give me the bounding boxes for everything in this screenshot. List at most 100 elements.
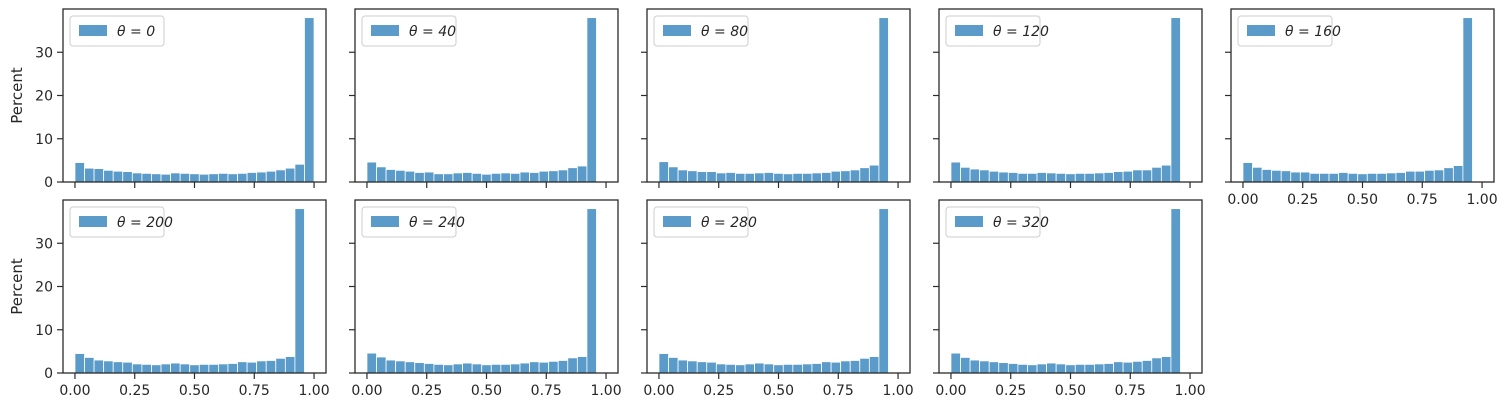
histogram-bar <box>151 173 162 183</box>
histogram-bar <box>1414 170 1426 183</box>
histogram-bar <box>677 169 689 183</box>
legend-label: θ = 280 <box>701 215 757 231</box>
histogram-bar <box>1122 170 1134 183</box>
x-tick-label: 0.50 <box>763 383 794 399</box>
x-tick-label: 0.75 <box>1407 192 1438 208</box>
histogram-bar <box>1027 172 1038 183</box>
histogram-bar <box>706 171 717 183</box>
histogram-bar <box>969 359 981 374</box>
histogram-bar <box>763 172 775 183</box>
histogram-bar <box>414 362 425 374</box>
histogram-bar <box>830 361 842 374</box>
histogram-bar <box>1151 166 1162 183</box>
x-tick-label: 0.75 <box>239 383 270 399</box>
x-tick-label: 0.25 <box>703 383 734 399</box>
x-tick-label: 1.00 <box>590 383 621 399</box>
legend-swatch <box>371 216 399 227</box>
histogram-bar <box>1338 172 1349 183</box>
y-tick-label: 0 <box>44 175 53 191</box>
histogram-bar <box>519 171 530 183</box>
histogram-bar <box>1299 171 1311 183</box>
legend-box <box>945 15 1041 47</box>
histogram-bar <box>567 357 578 374</box>
histogram-bar <box>840 170 851 183</box>
histogram-bar <box>821 172 832 183</box>
histogram-bar <box>1122 361 1134 374</box>
legend-swatch <box>955 25 983 36</box>
histogram-bar <box>189 173 200 183</box>
histogram-bar <box>1084 363 1095 374</box>
histogram-bar <box>677 359 689 374</box>
histogram-bar <box>366 161 377 183</box>
legend-swatch <box>79 216 107 227</box>
histogram-bar <box>122 171 133 183</box>
x-tick-label: 0.00 <box>1227 192 1258 208</box>
histogram-bar <box>141 363 152 374</box>
histogram-bar <box>1103 363 1114 374</box>
histogram-bar <box>744 363 755 374</box>
histogram-bar <box>668 357 679 374</box>
histogram-bar <box>998 362 1009 374</box>
histogram-bar <box>385 169 397 183</box>
histogram-bar <box>576 165 588 183</box>
histogram-bar <box>93 359 105 374</box>
histogram-bar <box>510 363 521 374</box>
histogram-bar <box>744 172 755 183</box>
histogram-bar <box>84 357 95 374</box>
histogram-bar <box>802 172 813 183</box>
histogram-bar <box>179 172 191 183</box>
histogram-bar <box>490 172 502 183</box>
y-tick-label: 20 <box>35 280 53 296</box>
histogram-bar <box>1036 172 1047 183</box>
histogram-bar <box>366 352 377 374</box>
y-tick-label: 30 <box>35 45 53 61</box>
histogram-bar <box>103 360 114 374</box>
histogram-bar <box>227 363 238 374</box>
histogram-bar <box>160 173 171 183</box>
histogram-bar <box>557 360 569 374</box>
x-tick-label: 1.00 <box>298 383 329 399</box>
histogram-bar <box>462 172 473 183</box>
histogram-bar <box>122 361 133 374</box>
histogram-bar <box>189 364 200 374</box>
histogram-bar <box>1017 363 1028 374</box>
histogram-bar <box>179 363 191 374</box>
legend-label: θ = 320 <box>993 215 1049 231</box>
histogram-bar <box>1242 162 1253 183</box>
x-tick-label: 0.50 <box>471 383 502 399</box>
legend-swatch <box>955 216 983 227</box>
panel-9: 0.00 0.25 0.50 0.75 1.00 θ = 320 <box>933 199 1206 399</box>
histogram-bar <box>490 363 502 374</box>
histogram-bar <box>294 208 305 374</box>
histogram-bar <box>1036 363 1047 374</box>
legend-box <box>653 15 749 47</box>
y-axis-label: Percent <box>8 67 26 124</box>
panel-2: θ = 40 <box>349 8 619 188</box>
panel-1: 0 10 20 30 Percent θ = 0 <box>8 8 327 191</box>
histogram-bar <box>1328 172 1339 183</box>
histogram-bar <box>160 363 171 374</box>
histogram-bar <box>237 361 248 374</box>
histogram-bar <box>481 364 492 374</box>
histogram-bar <box>510 172 521 183</box>
histogram-bar <box>1462 17 1473 183</box>
histogram-bar <box>376 166 387 183</box>
legend-label: θ = 120 <box>993 24 1049 40</box>
x-tick-label: 0.00 <box>59 383 90 399</box>
panel-8: 0.00 0.25 0.50 0.75 1.00 θ = 280 <box>641 199 914 399</box>
histogram-bar <box>170 172 181 183</box>
x-tick-label: 1.00 <box>882 383 913 399</box>
legend-label: θ = 0 <box>117 24 155 40</box>
histogram-bar <box>735 172 746 183</box>
histogram-bar <box>1094 363 1105 374</box>
histogram-bar <box>385 359 397 374</box>
legend-label: θ = 240 <box>409 215 465 231</box>
histogram-bar <box>423 363 435 374</box>
histogram-bar <box>782 363 794 374</box>
histogram-bar <box>93 168 105 183</box>
histogram-bar <box>1046 362 1057 374</box>
histogram-bar <box>1113 171 1124 183</box>
histogram-bar <box>218 363 229 374</box>
histogram-bar <box>395 360 406 374</box>
histogram-bar <box>433 363 444 374</box>
